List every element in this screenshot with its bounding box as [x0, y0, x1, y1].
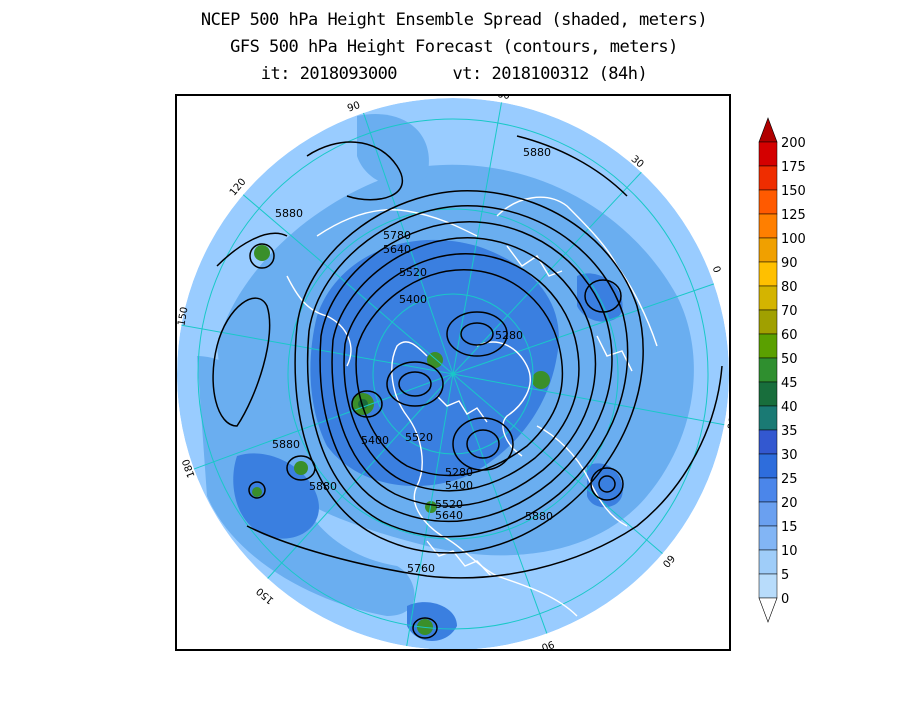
polar-map: 5880 5880 5780 5640 5520 5400 5280 5400 …: [177, 96, 729, 649]
colorbar-level-label: 80: [781, 280, 798, 295]
contour-label: 5760: [407, 562, 435, 575]
contour-label: 5280: [495, 329, 523, 342]
colorbar-level-label: 15: [781, 520, 798, 535]
map-frame: 5880 5880 5780 5640 5520 5400 5280 5400 …: [175, 94, 731, 651]
longitude-label: 60: [660, 552, 677, 569]
colorbar-level-label: 50: [781, 352, 798, 367]
spread-hotspot: [252, 487, 262, 497]
colorbar-swatch: [758, 525, 778, 551]
title-line-2: GFS 500 hPa Height Forecast (contours, m…: [230, 37, 678, 57]
longitude-label: 90: [346, 100, 362, 115]
colorbar-level-label: 90: [781, 256, 798, 271]
colorbar-level-label: 5: [781, 568, 789, 583]
colorbar-swatch: [758, 381, 778, 407]
colorbar-swatch: [758, 141, 778, 167]
contour-label: 5880: [525, 510, 553, 523]
colorbar-level-label: 25: [781, 472, 798, 487]
colorbar-level-label: 10: [781, 544, 798, 559]
colorbar-swatch: [758, 501, 778, 527]
colorbar-level-label: 30: [781, 448, 798, 463]
colorbar-legend: 200 175 150 125 100 90 80 70 60 50 45 40 35 30 25 20 15 1…: [755, 112, 835, 632]
colorbar-swatch: [758, 477, 778, 503]
colorbar-swatch: [758, 285, 778, 311]
spread-hotspot: [254, 245, 270, 261]
colorbar-swatch: [758, 573, 778, 599]
contour-label: 5400: [361, 434, 389, 447]
spread-region: [197, 356, 415, 616]
colorbar-level-label: 20: [781, 496, 798, 511]
init-time: it: 2018093000: [260, 64, 398, 84]
contour-label: 5880: [272, 438, 300, 451]
colorbar-swatch: [758, 237, 778, 263]
contour-label: 5640: [383, 243, 411, 256]
colorbar-level-label: 0: [781, 592, 789, 607]
colorbar-swatch: [758, 453, 778, 479]
colorbar-level-label: 175: [781, 160, 806, 175]
height-contours: [212, 135, 723, 639]
colorbar-level-label: 150: [781, 184, 806, 199]
colorbar-swatch: [758, 429, 778, 455]
title-line-3: it: 2018093000 vt: 2018100312 (84h): [0, 64, 908, 84]
spread-region: [357, 114, 429, 187]
contour-label: 5280: [445, 466, 473, 479]
colorbar-top-arrow: [758, 117, 778, 143]
longitude-label: 150: [177, 306, 191, 327]
colorbar-swatch: [758, 333, 778, 359]
title-line-1: NCEP 500 hPa Height Ensemble Spread (sha…: [200, 10, 708, 30]
contour-label: 5880: [275, 207, 303, 220]
colorbar-swatch: [758, 261, 778, 287]
contour-label: 5880: [309, 480, 337, 493]
longitude-label: 90: [540, 638, 556, 649]
spread-hotspot: [427, 352, 443, 368]
contour-label: 5400: [445, 479, 473, 492]
longitude-label: 30: [724, 416, 729, 430]
contour-label: 5400: [399, 293, 427, 306]
contour-label: 5520: [399, 266, 427, 279]
colorbar-swatch: [758, 189, 778, 215]
colorbar-level-label: 60: [781, 328, 798, 343]
colorbar-swatch: [758, 549, 778, 575]
contour-label: 5880: [523, 146, 551, 159]
contour-label: 5780: [383, 229, 411, 242]
spread-hotspot: [294, 461, 308, 475]
colorbar-swatch: [758, 165, 778, 191]
colorbar-swatch: [758, 405, 778, 431]
colorbar-level-label: 45: [781, 376, 798, 391]
longitude-label: 0: [710, 265, 723, 275]
colorbar-level-label: 125: [781, 208, 806, 223]
contour-label: 5520: [435, 498, 463, 511]
colorbar-swatch: [758, 213, 778, 239]
colorbar-level-label: 40: [781, 400, 798, 415]
colorbar-level-label: 100: [781, 232, 806, 247]
colorbar-level-label: 70: [781, 304, 798, 319]
spread-region: [233, 453, 319, 539]
colorbar-svg: 2001751501251009080706050454035302520151…: [758, 117, 806, 623]
graticule: [177, 98, 729, 649]
colorbar-level-label: 35: [781, 424, 798, 439]
colorbar-swatch: [758, 357, 778, 383]
spread-hotspot: [532, 371, 550, 389]
colorbar-bottom-arrow: [758, 597, 778, 623]
colorbar-swatch: [758, 309, 778, 335]
valid-time: vt: 2018100312 (84h): [452, 64, 648, 84]
contour-label: 5520: [405, 431, 433, 444]
longitude-label: 60: [496, 96, 510, 102]
contour-label: 5640: [435, 509, 463, 522]
longitude-label: 150: [255, 585, 277, 606]
colorbar-level-label: 200: [781, 136, 806, 151]
